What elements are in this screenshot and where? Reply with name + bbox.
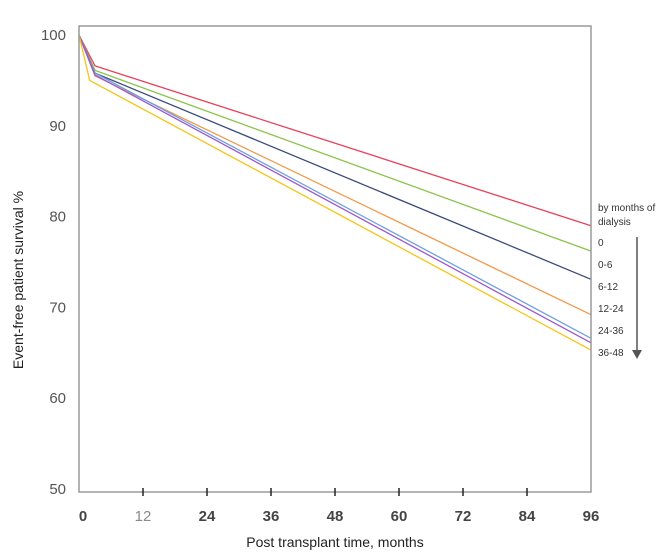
y-tick-label: 50 (49, 481, 66, 498)
legend: by months of dialysis 0 0-6 6-12 12-24 24-36 36… (598, 203, 655, 359)
legend-item-0: 0 (598, 238, 604, 249)
legend-title: by months of dialysis (598, 203, 655, 228)
series-line-unlabeled-6 (78, 34, 592, 351)
y-axis-ticks: 50 60 70 80 90 100 (41, 27, 66, 498)
x-tick-label: 48 (327, 508, 344, 525)
x-tick-label: 12 (135, 508, 152, 525)
x-tick-label: 0 (79, 508, 87, 525)
series-lines (78, 34, 592, 351)
series-line-24-36 (78, 34, 592, 339)
y-tick-label: 80 (49, 209, 66, 226)
legend-item-36-48: 36-48 (598, 348, 624, 359)
legend-item-24-36: 24-36 (598, 326, 624, 337)
legend-item-12-24: 12-24 (598, 304, 624, 315)
y-axis-label: Event-free patient survival % (10, 191, 26, 369)
x-axis-label: Post transplant time, months (246, 534, 423, 550)
x-axis-ticks: 0 12 24 36 48 60 72 84 96 (79, 488, 600, 525)
x-tick-label: 84 (519, 508, 536, 525)
x-tick-label: 24 (199, 508, 216, 525)
x-tick-label: 36 (263, 508, 280, 525)
legend-arrow-head (632, 350, 642, 359)
legend-item-6-12: 6-12 (598, 282, 618, 293)
y-tick-label: 90 (49, 118, 66, 135)
plot-frame (78, 25, 592, 493)
series-line-36-48 (78, 34, 592, 344)
y-tick-label: 60 (49, 390, 66, 407)
y-tick-label: 100 (41, 27, 66, 44)
x-tick-label: 72 (455, 508, 472, 525)
x-tick-label: 60 (391, 508, 408, 525)
x-tick-label: 96 (583, 508, 600, 525)
series-line-0 (78, 34, 592, 227)
series-line-12-24 (78, 34, 592, 316)
y-tick-label: 70 (49, 299, 66, 316)
legend-item-0-6: 0-6 (598, 260, 613, 271)
